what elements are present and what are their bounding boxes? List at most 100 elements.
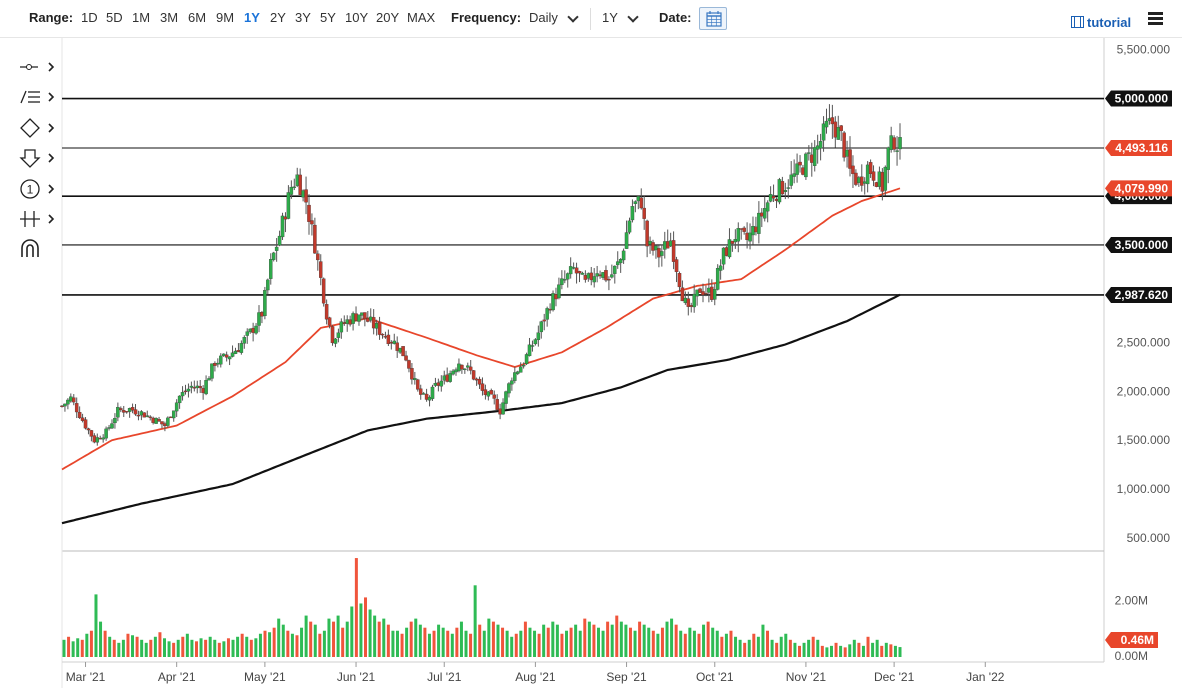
candle-body xyxy=(457,363,461,372)
candle-body xyxy=(224,354,229,358)
candle-body xyxy=(651,242,655,251)
range-5d-button[interactable]: 5D xyxy=(106,10,123,25)
candle-body xyxy=(471,370,476,380)
film-icon[interactable] xyxy=(1071,16,1084,28)
candle-body xyxy=(604,270,608,281)
candle-body xyxy=(289,186,294,195)
candle-body xyxy=(592,276,596,283)
volume-tick-label: 2.00M xyxy=(1115,593,1148,607)
candle-body xyxy=(404,355,408,361)
ma-fast-line xyxy=(61,187,901,471)
range-3m-button[interactable]: 3M xyxy=(160,10,179,25)
range-label: Range: xyxy=(29,10,74,25)
candle-body xyxy=(780,181,785,195)
candle-body xyxy=(451,370,455,375)
candle-body xyxy=(701,291,705,296)
volume-bar xyxy=(377,621,381,657)
candle-body xyxy=(862,181,867,184)
range-3y-button[interactable]: 3Y xyxy=(295,10,311,25)
candle-body xyxy=(277,235,282,246)
range-1y-button[interactable]: 1Y xyxy=(244,10,260,25)
range-20y-button[interactable]: 20Y xyxy=(376,10,400,25)
volume-bar xyxy=(354,558,358,657)
date-picker-button[interactable] xyxy=(699,7,727,30)
range-9m-button[interactable]: 9M xyxy=(216,10,235,25)
volume-bar xyxy=(505,630,509,657)
volume-bar xyxy=(587,621,591,657)
volume-bar xyxy=(290,633,294,657)
candle-body xyxy=(210,363,214,379)
volume-bar xyxy=(446,630,450,657)
svg-text:1: 1 xyxy=(27,183,34,197)
volume-bar xyxy=(67,636,71,657)
candle-body xyxy=(880,172,885,192)
candle-body xyxy=(865,164,870,185)
candle-body xyxy=(474,378,479,381)
volume-bar xyxy=(112,639,116,657)
candle-body xyxy=(639,197,643,209)
range-6m-button[interactable]: 6M xyxy=(188,10,207,25)
line-badge-shape xyxy=(1105,286,1172,303)
volume-bar xyxy=(491,621,495,657)
candle-body xyxy=(183,390,188,393)
volume-bar xyxy=(743,642,747,657)
range-10y-button[interactable]: 10Y xyxy=(345,10,369,25)
candle-body xyxy=(460,364,464,370)
volume-bar xyxy=(322,630,326,657)
hamburger-menu-icon[interactable] xyxy=(1148,12,1163,25)
volume-bar xyxy=(724,633,728,657)
candle-body xyxy=(895,150,899,152)
candle-body xyxy=(395,342,399,351)
candle-body xyxy=(565,273,570,280)
candle-body xyxy=(795,163,799,175)
candle-body xyxy=(430,386,435,399)
volume-bar xyxy=(313,624,317,657)
volume-bar xyxy=(108,636,112,657)
volume-bar xyxy=(194,641,198,657)
arrow-down-icon[interactable] xyxy=(19,149,55,168)
chart-frame xyxy=(61,38,1105,688)
candle-body xyxy=(704,293,708,295)
volume-bar xyxy=(884,642,888,657)
frequency-select[interactable]: Daily xyxy=(529,10,558,25)
candle-body xyxy=(101,437,105,440)
candle-body xyxy=(783,190,788,193)
volume-bar xyxy=(268,632,272,657)
volume-bar xyxy=(382,618,386,657)
ma-slow-path xyxy=(61,293,901,525)
range-2y-button[interactable]: 2Y xyxy=(270,10,286,25)
volume-bar xyxy=(793,642,797,657)
period-select[interactable]: 1Y xyxy=(602,10,618,25)
volume-bar xyxy=(889,644,893,657)
volume-bar xyxy=(418,624,422,657)
range-5y-button[interactable]: 5Y xyxy=(320,10,336,25)
candle-body xyxy=(518,366,523,373)
range-1d-button[interactable]: 1D xyxy=(81,10,98,25)
measure-icon[interactable] xyxy=(20,211,55,227)
annotation-icon[interactable]: 1 xyxy=(20,179,55,199)
candle-body xyxy=(548,308,552,311)
candle-body xyxy=(107,427,111,429)
candle-body xyxy=(871,171,876,181)
volume-bar xyxy=(263,630,267,657)
x-tick-label: Sep '21 xyxy=(606,670,647,684)
candle-body xyxy=(360,312,364,316)
candle-body xyxy=(357,314,361,322)
candle-body xyxy=(827,118,832,121)
volume-bar xyxy=(592,624,596,657)
shapes-icon[interactable] xyxy=(20,118,55,138)
candle-body xyxy=(319,261,323,278)
magnet-icon[interactable] xyxy=(21,239,39,257)
volume-bar xyxy=(281,624,285,657)
x-tick-label: Oct '21 xyxy=(696,670,734,684)
candle-body xyxy=(618,259,623,264)
range-max-button[interactable]: MAX xyxy=(407,10,436,25)
volume-bar xyxy=(163,638,167,657)
volume-bar xyxy=(487,618,491,657)
tutorial-link[interactable]: tutorial xyxy=(1087,15,1132,30)
crosshair-icon[interactable] xyxy=(20,62,55,72)
trendline-icon[interactable] xyxy=(20,90,55,104)
volume-bar xyxy=(784,633,788,657)
range-1m-button[interactable]: 1M xyxy=(132,10,151,25)
